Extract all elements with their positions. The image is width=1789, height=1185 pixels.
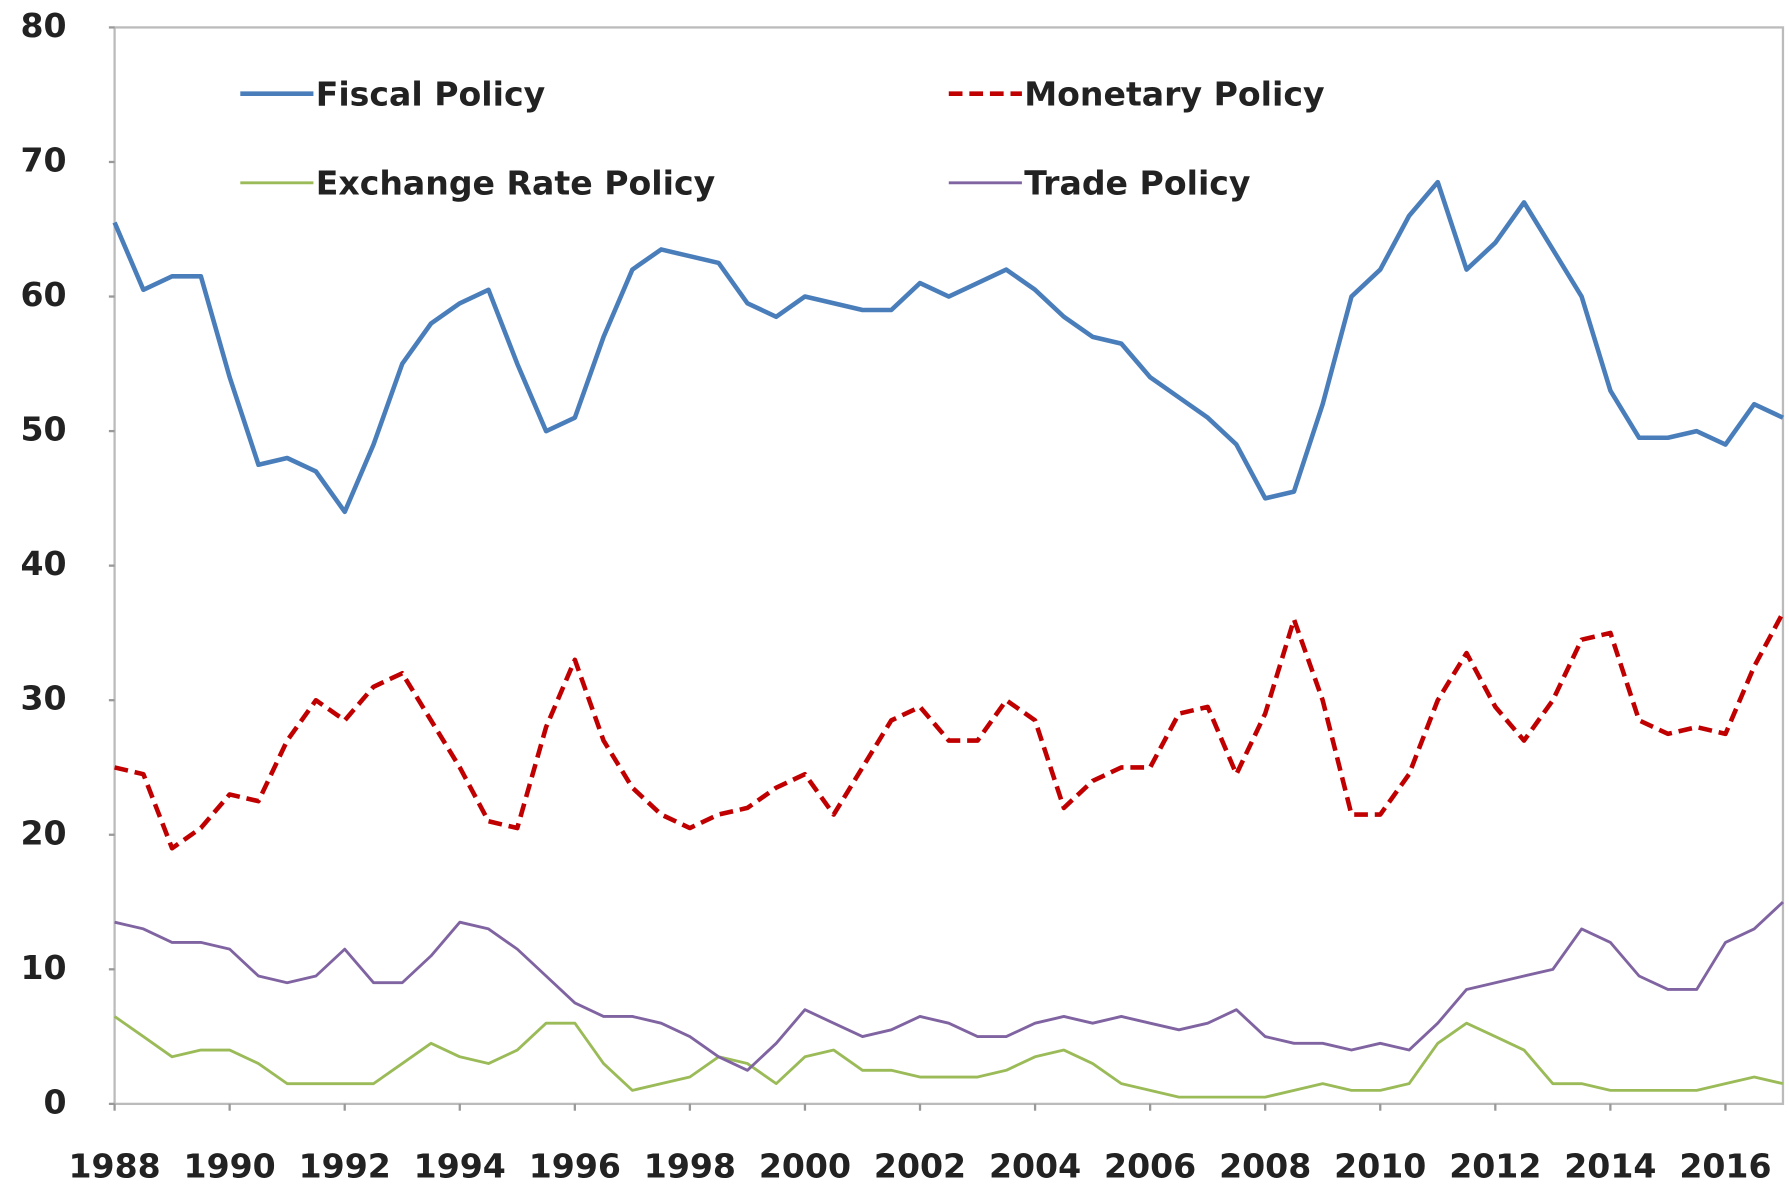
series-line <box>113 1015 1784 1099</box>
x-tick-label: 2004 <box>989 1146 1081 1185</box>
y-tick-label: 20 <box>20 813 66 852</box>
x-tick-label: 1994 <box>414 1146 506 1185</box>
x-tick-label: 1990 <box>184 1146 276 1185</box>
x-tick-label: 1996 <box>529 1146 621 1185</box>
legend-label: Fiscal Policy <box>316 74 546 113</box>
y-tick-label: 50 <box>20 410 66 449</box>
y-tick-label: 40 <box>20 544 66 583</box>
legend-label: Monetary Policy <box>1024 74 1324 113</box>
x-tick-label: 2002 <box>874 1146 966 1185</box>
y-tick-label: 0 <box>44 1082 67 1121</box>
x-tick-label: 2010 <box>1334 1146 1426 1185</box>
x-tick-label: 1988 <box>68 1146 160 1185</box>
y-tick-label: 60 <box>20 275 66 314</box>
x-tick-label: 1998 <box>644 1146 736 1185</box>
legend-label: Exchange Rate Policy <box>316 164 716 203</box>
y-tick-label: 30 <box>20 679 66 718</box>
x-tick-label: 2006 <box>1104 1146 1196 1185</box>
x-tick-label: 2016 <box>1679 1146 1771 1185</box>
x-tick-label: 2000 <box>759 1146 851 1185</box>
y-tick-label: 80 <box>20 6 66 45</box>
y-tick-label: 70 <box>20 140 66 179</box>
series-line <box>114 901 1784 1072</box>
x-tick-label: 2012 <box>1449 1146 1541 1185</box>
legend-label: Trade Policy <box>1024 164 1250 203</box>
x-tick-label: 2014 <box>1564 1146 1656 1185</box>
series-line <box>114 611 1785 851</box>
y-tick-label: 10 <box>20 948 66 987</box>
series-line <box>112 179 1784 515</box>
x-tick-label: 1992 <box>299 1146 391 1185</box>
x-tick-label: 2008 <box>1219 1146 1311 1185</box>
